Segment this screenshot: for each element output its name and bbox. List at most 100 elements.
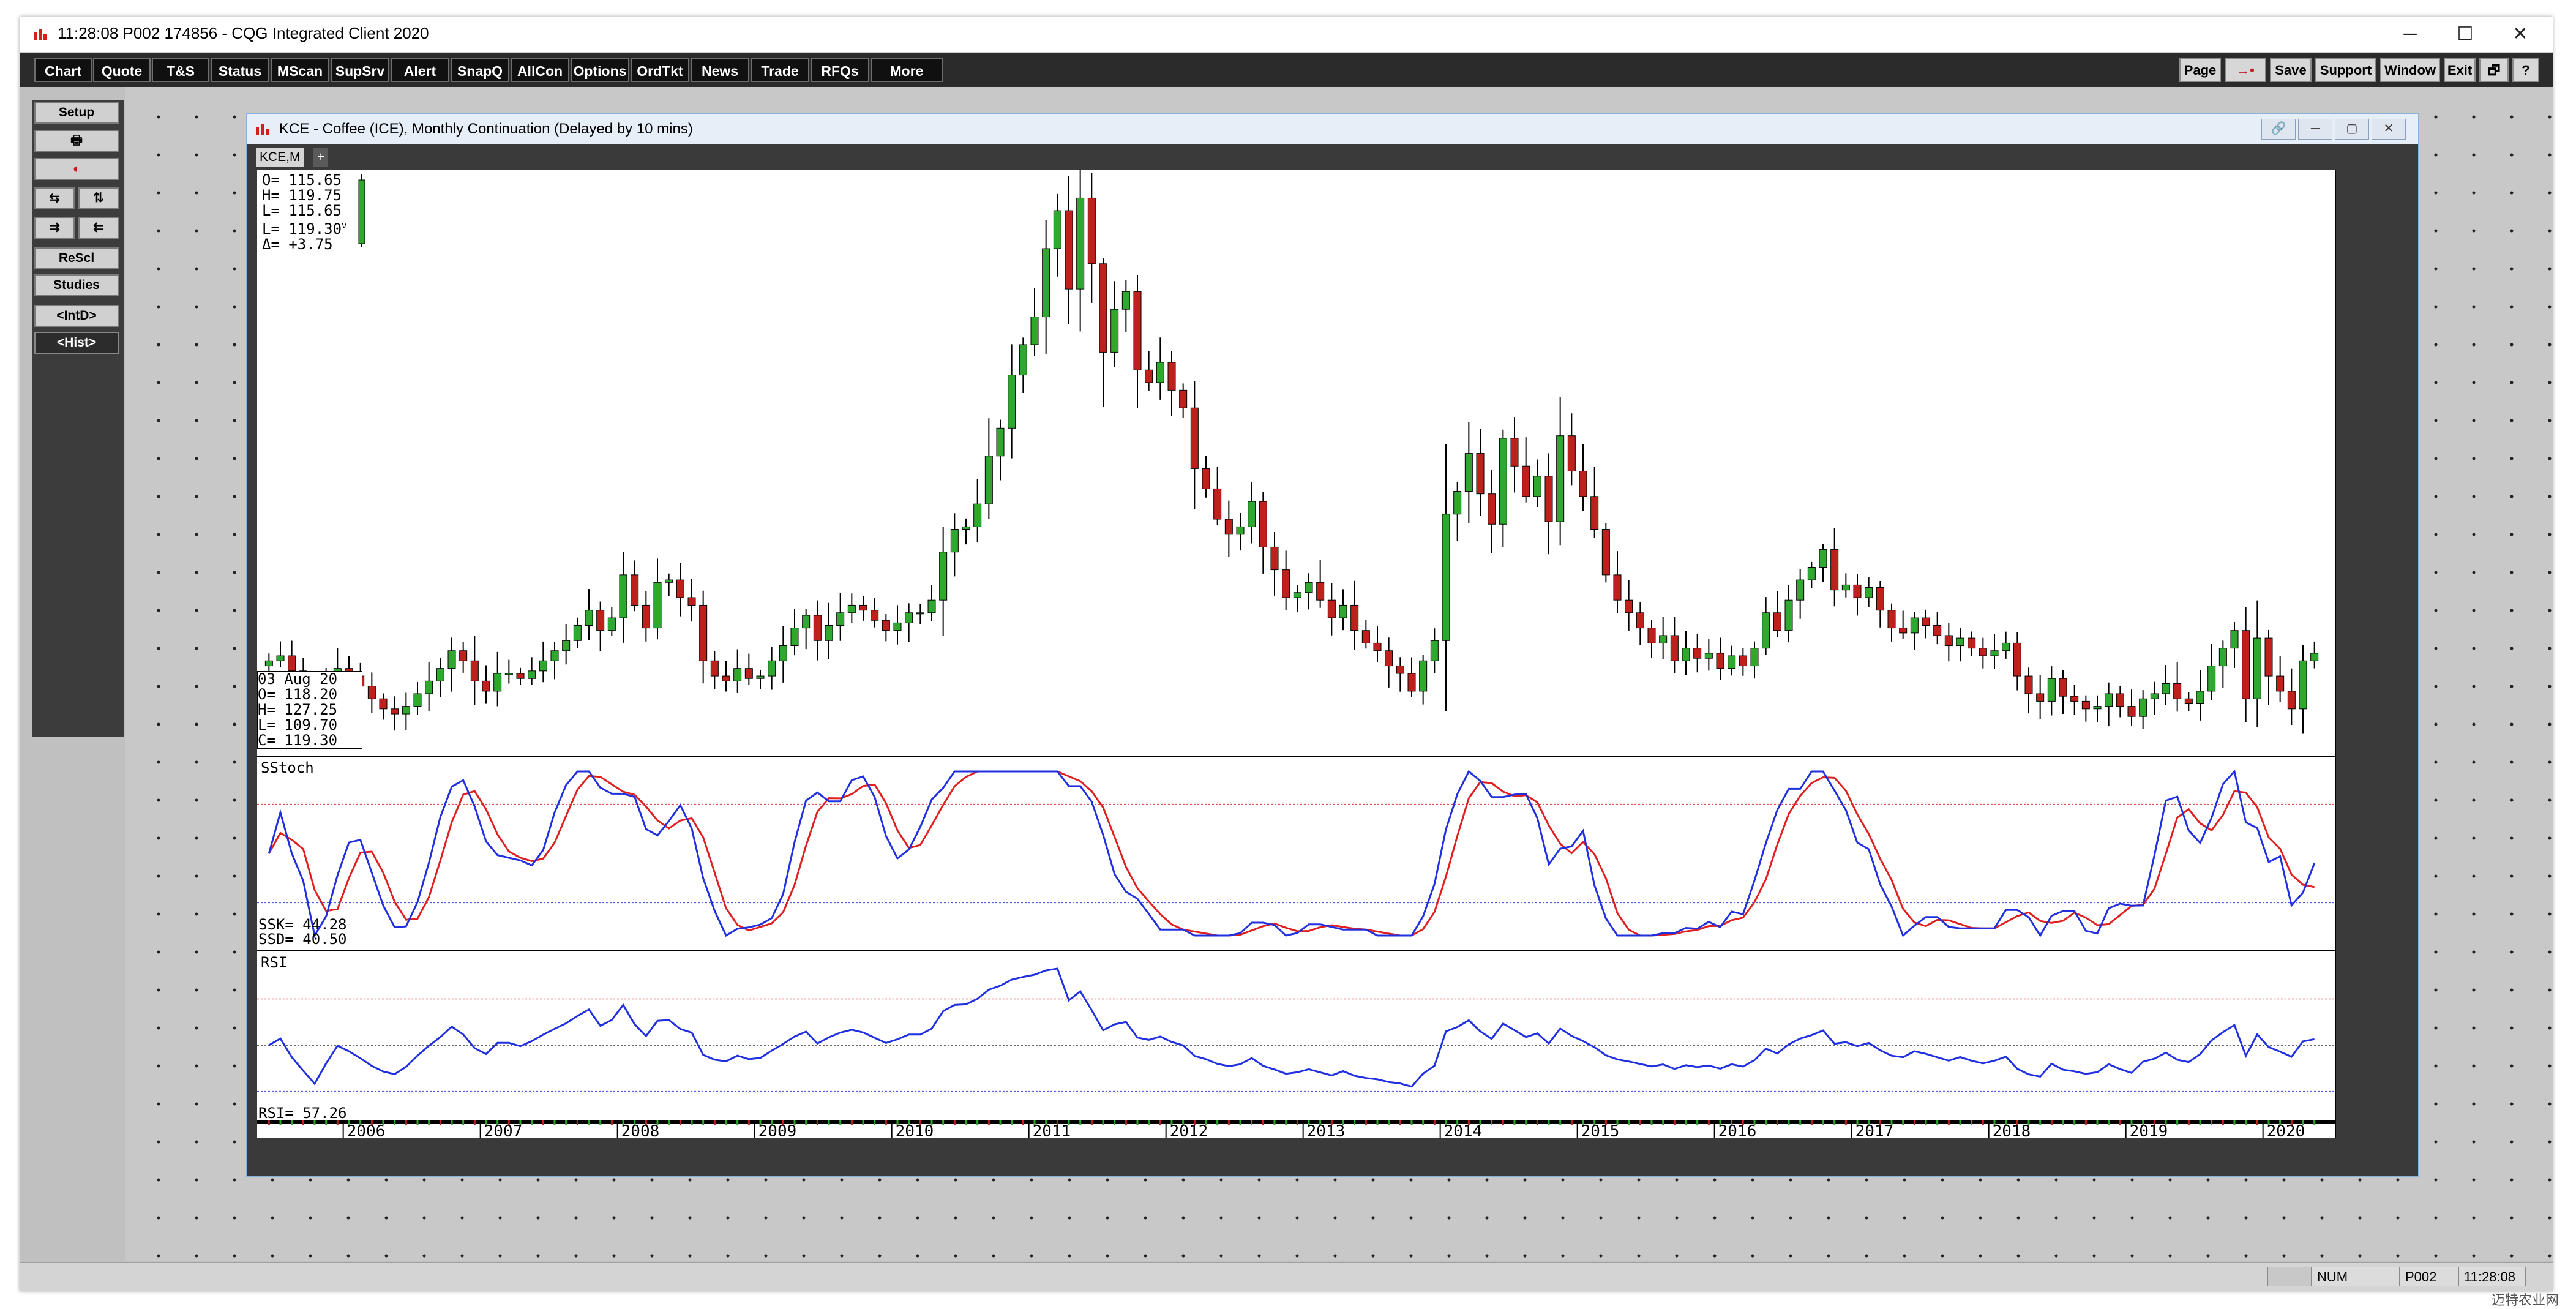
ohlc-readout: O= 115.65 H= 119.75 L= 115.65 L= 119.30v… bbox=[262, 173, 364, 252]
intd-button[interactable]: <IntD> bbox=[34, 305, 119, 327]
candle-body bbox=[1968, 637, 1976, 649]
candle-body bbox=[1819, 549, 1827, 568]
candle-body bbox=[2105, 693, 2113, 707]
candle-body bbox=[1270, 546, 1279, 571]
candle-body bbox=[1887, 610, 1896, 629]
candle-body bbox=[1305, 582, 1313, 593]
candle-body bbox=[1282, 569, 1290, 598]
rsi-label: RSI bbox=[261, 954, 287, 971]
candle-body bbox=[893, 622, 902, 631]
studies-button[interactable]: Studies bbox=[34, 274, 119, 296]
candle-body bbox=[1499, 438, 1507, 525]
rescale-button[interactable]: ReScl bbox=[34, 247, 119, 269]
toolbar-trade-button[interactable]: Trade bbox=[751, 58, 809, 82]
candle-body bbox=[1841, 584, 1850, 591]
ohlc-last: L= 119.30v bbox=[262, 219, 364, 237]
print-icon[interactable]: 🖶 bbox=[34, 130, 119, 152]
chart-window-icon bbox=[256, 124, 269, 135]
year-label: 2015 bbox=[1581, 1122, 1620, 1138]
toolbar-snapq-button[interactable]: SnapQ bbox=[451, 58, 509, 82]
toolbar-tas-button[interactable]: T&S bbox=[152, 58, 209, 82]
chart-plot-area[interactable]: 300.00275.00250.00225.00200.00175.00150.… bbox=[257, 168, 2406, 1141]
toolbar-mscan-button[interactable]: MScan bbox=[271, 58, 329, 82]
candle-body bbox=[493, 673, 502, 692]
candle-body bbox=[1464, 453, 1473, 492]
chart-link-icon[interactable]: 🔗 bbox=[2261, 119, 2296, 140]
toolbar-allcon-button[interactable]: AllCon bbox=[511, 58, 569, 82]
toolbar-save-button[interactable]: Save bbox=[2270, 58, 2312, 82]
hist-button[interactable]: <Hist> bbox=[34, 332, 119, 354]
toolbar-chart-button[interactable]: Chart bbox=[34, 58, 92, 82]
bar-info-low: L= 109.70 bbox=[258, 716, 338, 733]
chart-close-button[interactable]: ✕ bbox=[2372, 119, 2406, 140]
toolbar-restore-icon[interactable]: 🗗 bbox=[2479, 58, 2509, 82]
toolbar-help-button[interactable]: ? bbox=[2512, 58, 2539, 82]
candle-body bbox=[950, 529, 959, 553]
expand-icon[interactable]: ⇇ bbox=[78, 217, 119, 239]
candle-body bbox=[825, 624, 833, 641]
minimize-button[interactable]: ─ bbox=[2403, 24, 2417, 44]
candle-body bbox=[2184, 698, 2193, 705]
candle-body bbox=[2059, 678, 2067, 697]
candle-body bbox=[1087, 197, 1096, 264]
ohlc-delta: Δ= +3.75 bbox=[262, 236, 333, 253]
toolbar-quote-button[interactable]: Quote bbox=[93, 58, 151, 82]
add-tab-button[interactable]: + bbox=[313, 148, 329, 167]
toolbar-window-button[interactable]: Window bbox=[2380, 58, 2440, 82]
candle-body bbox=[596, 610, 605, 631]
candle-body bbox=[665, 579, 673, 583]
candle-body bbox=[859, 604, 867, 611]
close-button[interactable]: ✕ bbox=[2512, 24, 2528, 44]
candle-body bbox=[1167, 362, 1176, 391]
candle-body bbox=[1796, 579, 1805, 601]
candle-body bbox=[2242, 630, 2250, 699]
record-icon[interactable]: ◐ bbox=[34, 158, 119, 180]
bar-info-high: H= 127.25 bbox=[258, 701, 338, 718]
toolbar-rfqs-button[interactable]: RFQs bbox=[811, 58, 869, 82]
toolbar-more-button[interactable]: More bbox=[871, 58, 943, 82]
toolbar-link-button[interactable]: →• bbox=[2225, 58, 2266, 82]
candle-body bbox=[1190, 407, 1199, 469]
candle-body bbox=[585, 610, 593, 626]
candle-body bbox=[2299, 660, 2307, 710]
toolbar-page-button[interactable]: Page bbox=[2179, 58, 2221, 82]
candle-body bbox=[2310, 653, 2319, 661]
chart-window-titlebar: KCE - Coffee (ICE), Monthly Continuation… bbox=[247, 114, 2418, 145]
candle-body bbox=[1876, 587, 1884, 611]
toolbar-options-button[interactable]: Options bbox=[571, 58, 629, 82]
setup-button[interactable]: Setup bbox=[34, 102, 119, 124]
toolbar-status-button[interactable]: Status bbox=[211, 58, 269, 82]
toolbar-ordtkt-button[interactable]: OrdTkt bbox=[631, 58, 689, 82]
candle-body bbox=[504, 673, 513, 675]
chart-maximize-button[interactable]: ▢ bbox=[2335, 119, 2369, 140]
candle-body bbox=[2230, 630, 2239, 649]
candle-body bbox=[550, 650, 559, 661]
candle-body bbox=[1522, 465, 1530, 497]
candle-body bbox=[847, 604, 856, 613]
year-label: 2018 bbox=[1993, 1122, 2031, 1138]
candle-body bbox=[379, 698, 388, 710]
candle-body bbox=[1202, 468, 1210, 489]
candle-body bbox=[973, 503, 982, 527]
candle-body bbox=[2173, 683, 2182, 699]
candle-body bbox=[1647, 628, 1656, 643]
toolbar-alert-button[interactable]: Alert bbox=[391, 58, 449, 82]
chart-tab-strip: KCE,M + bbox=[247, 144, 2418, 169]
scroll-right-icon[interactable]: ⇅ bbox=[78, 187, 119, 209]
year-label: 2019 bbox=[2130, 1122, 2168, 1138]
candle-body bbox=[2070, 696, 2079, 702]
tab-kce-m[interactable]: KCE,M bbox=[256, 148, 304, 167]
maximize-button[interactable]: ☐ bbox=[2457, 24, 2474, 44]
compress-icon[interactable]: ⇉ bbox=[34, 217, 75, 239]
chart-minimize-button[interactable]: ─ bbox=[2298, 119, 2332, 140]
toolbar-supsrv-button[interactable]: SupSrv bbox=[331, 58, 389, 82]
toolbar-support-button[interactable]: Support bbox=[2315, 58, 2376, 82]
candle-body bbox=[1019, 344, 1027, 376]
toolbar-news-button[interactable]: News bbox=[691, 58, 749, 82]
candlestick-series bbox=[264, 168, 2319, 734]
candle-body bbox=[1979, 648, 1987, 656]
toolbar-exit-button[interactable]: Exit bbox=[2444, 58, 2476, 82]
scroll-left-icon[interactable]: ⇆ bbox=[34, 187, 75, 209]
candle-body bbox=[2196, 691, 2204, 705]
candle-body bbox=[1784, 599, 1793, 631]
